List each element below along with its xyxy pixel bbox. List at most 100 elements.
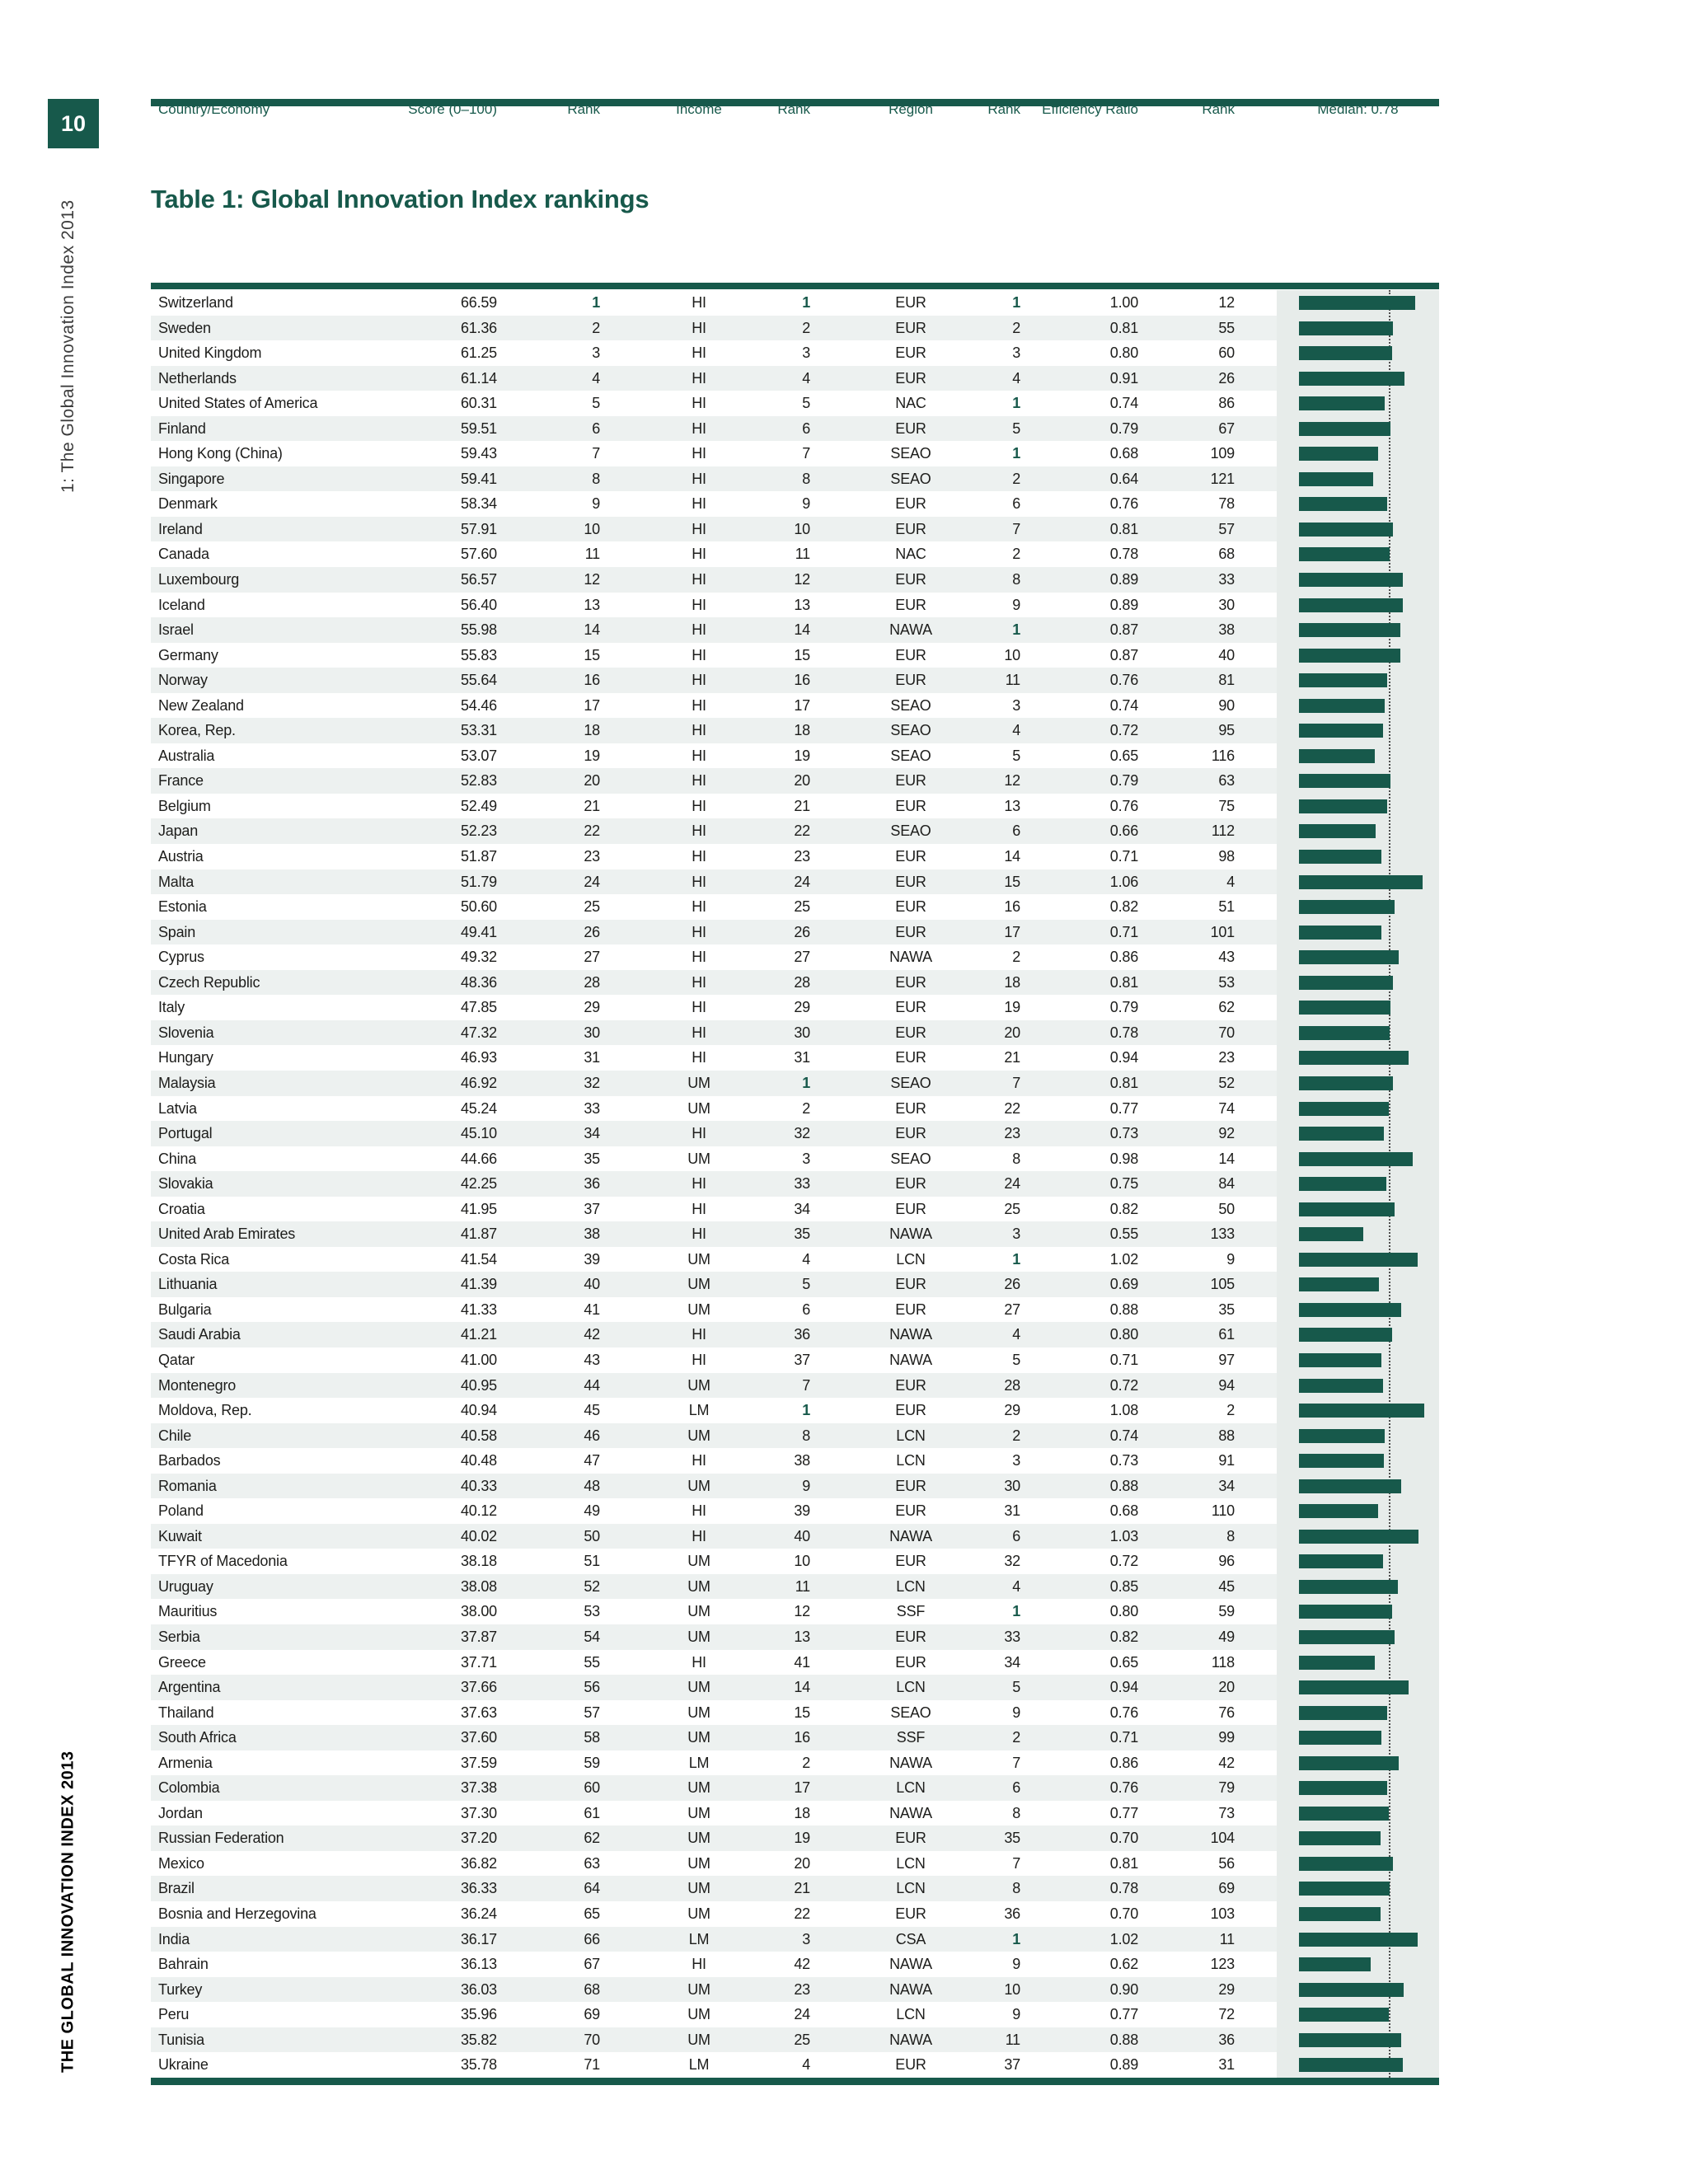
efficiency-ratio-bar: [1299, 1001, 1391, 1015]
efficiency-ratio-bar: [1299, 1856, 1394, 1871]
efficiency-ratio-bar: [1299, 698, 1386, 713]
efficiency-ratio-cell: 0.87: [1109, 646, 1138, 663]
income-group-cell: HI: [692, 973, 706, 991]
gii-rank-cell: 31: [584, 1049, 600, 1066]
score-cell: 37.87: [460, 1628, 497, 1645]
table-row: Switzerland 66.59 1 HI 1 EUR 1 1.00 12: [151, 290, 1439, 316]
income-rank-cell: 30: [794, 1024, 810, 1041]
table-row: Qatar 41.00 43 HI 37 NAWA 5 0.71 97: [151, 1347, 1439, 1373]
efficiency-rank-cell: 59: [1218, 1603, 1235, 1620]
efficiency-ratio-cell: 0.75: [1109, 1175, 1138, 1193]
country-cell: Barbados: [158, 1452, 221, 1469]
efficiency-ratio-cell: 0.71: [1109, 923, 1138, 940]
efficiency-rank-cell: 98: [1218, 848, 1235, 865]
region-cell: EUR: [895, 319, 926, 336]
efficiency-ratio-cell: 0.79: [1109, 999, 1138, 1016]
efficiency-ratio-bar: [1299, 900, 1395, 915]
income-group-cell: UM: [687, 1679, 710, 1696]
efficiency-ratio-cell: 0.81: [1109, 973, 1138, 991]
income-group-cell: HI: [692, 294, 706, 311]
region-rank-cell: 2: [1012, 1427, 1020, 1444]
gii-rank-cell: 11: [584, 546, 600, 563]
table-row: Israel 55.98 14 HI 14 NAWA 1 0.87 38: [151, 617, 1439, 643]
region-rank-cell: 12: [1004, 772, 1020, 790]
efficiency-rank-cell: 34: [1218, 1477, 1235, 1494]
table-row: Belgium 52.49 21 HI 21 EUR 13 0.76 75: [151, 794, 1439, 819]
score-cell: 55.98: [460, 621, 497, 639]
efficiency-ratio-cell: 0.81: [1109, 1074, 1138, 1091]
table-row: Spain 49.41 26 HI 26 EUR 17 0.71 101: [151, 919, 1439, 945]
efficiency-ratio-bar: [1299, 1404, 1425, 1418]
efficiency-ratio-bar: [1299, 346, 1392, 361]
table-row: Austria 51.87 23 HI 23 EUR 14 0.71 98: [151, 844, 1439, 869]
income-group-cell: HI: [692, 495, 706, 513]
income-group-cell: HI: [692, 520, 706, 537]
income-group-cell: UM: [687, 2006, 710, 2023]
score-cell: 59.41: [460, 470, 497, 487]
income-rank-cell: 31: [794, 1049, 810, 1066]
efficiency-ratio-bar: [1299, 1957, 1372, 1972]
table-row: Thailand 37.63 57 UM 15 SEAO 9 0.76 76: [151, 1700, 1439, 1726]
income-rank-cell: 18: [794, 1804, 810, 1821]
region-cell: EUR: [895, 495, 926, 513]
efficiency-ratio-bar: [1299, 421, 1391, 436]
header-rule: [151, 283, 1439, 289]
gii-rank-cell: 56: [584, 1679, 600, 1696]
region-rank-cell: 3: [1012, 344, 1020, 362]
table-row: Iceland 56.40 13 HI 13 EUR 9 0.89 30: [151, 593, 1439, 618]
income-group-cell: UM: [687, 1074, 710, 1091]
income-rank-cell: 9: [802, 1477, 810, 1494]
efficiency-rank-cell: 79: [1218, 1779, 1235, 1797]
region-rank-cell: 7: [1012, 1754, 1020, 1771]
score-cell: 49.41: [460, 923, 497, 940]
efficiency-ratio-cell: 0.78: [1109, 546, 1138, 563]
income-rank-cell: 15: [794, 1704, 810, 1721]
region-cell: CSA: [895, 1930, 926, 1947]
income-group-cell: LM: [688, 1402, 710, 1419]
country-cell: Bosnia and Herzegovina: [158, 1905, 316, 1922]
efficiency-ratio-bar: [1299, 471, 1374, 486]
country-cell: China: [158, 1150, 197, 1167]
income-group-cell: HI: [692, 772, 706, 790]
income-rank-cell: 5: [802, 1276, 810, 1293]
income-rank-cell: 17: [794, 696, 810, 714]
region-rank-cell: 21: [1004, 1049, 1020, 1066]
gii-rank-cell: 25: [584, 898, 600, 916]
page-number-badge: 10: [48, 99, 99, 148]
efficiency-ratio-cell: 0.79: [1109, 419, 1138, 437]
country-cell: Greece: [158, 1653, 206, 1671]
efficiency-ratio-bar: [1299, 1378, 1383, 1393]
gii-rank-cell: 4: [592, 369, 600, 387]
income-rank-cell: 21: [794, 797, 810, 814]
efficiency-ratio-bar: [1299, 1554, 1383, 1569]
efficiency-ratio-bar: [1299, 1655, 1375, 1670]
efficiency-ratio-cell: 0.86: [1109, 1754, 1138, 1771]
score-cell: 53.07: [460, 747, 497, 764]
score-cell: 46.93: [460, 1049, 497, 1066]
efficiency-ratio-bar: [1299, 799, 1388, 813]
efficiency-ratio-cell: 0.80: [1109, 1326, 1138, 1343]
gii-rank-cell: 58: [584, 1729, 600, 1746]
region-cell: SEAO: [890, 696, 931, 714]
gii-rank-cell: 65: [584, 1905, 600, 1922]
gii-rank-cell: 67: [584, 1956, 600, 1973]
efficiency-rank-cell: 8: [1226, 1527, 1235, 1544]
region-rank-cell: 17: [1004, 923, 1020, 940]
income-rank-cell: 5: [802, 395, 810, 412]
gii-rank-cell: 51: [584, 1553, 600, 1570]
efficiency-ratio-bar: [1299, 1882, 1390, 1896]
efficiency-rank-cell: 62: [1218, 999, 1235, 1016]
score-cell: 66.59: [460, 294, 497, 311]
income-group-cell: HI: [692, 1956, 706, 1973]
region-cell: SEAO: [890, 722, 931, 739]
table-row: Slovenia 47.32 30 HI 30 EUR 20 0.78 70: [151, 1019, 1439, 1046]
score-cell: 37.66: [460, 1679, 497, 1696]
gii-rank-cell: 41: [584, 1301, 600, 1318]
region-cell: LCN: [896, 1880, 926, 1897]
table-row: China 44.66 35 UM 3 SEAO 8 0.98 14: [151, 1146, 1439, 1172]
efficiency-ratio-cell: 0.72: [1109, 722, 1138, 739]
efficiency-rank-cell: 23: [1218, 1049, 1235, 1066]
country-cell: Slovakia: [158, 1175, 213, 1193]
region-cell: EUR: [895, 2056, 926, 2074]
efficiency-ratio-bar: [1299, 1151, 1414, 1166]
